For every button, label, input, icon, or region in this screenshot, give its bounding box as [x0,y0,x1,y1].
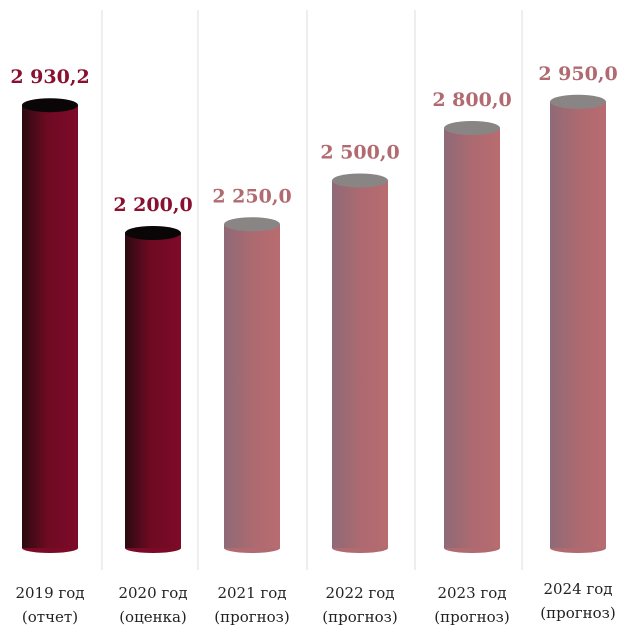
bar-top [22,98,78,113]
bar [224,224,280,548]
x-tick-label: 2022 год [325,584,394,602]
bar [22,105,78,548]
value-label: 2 200,0 [113,194,192,216]
bar-top [550,94,606,109]
x-tick-label: 2024 год [543,580,612,598]
bar-top [444,121,500,135]
value-label: 2 930,2 [10,66,89,88]
separators [101,10,523,570]
x-tick-label: (прогноз) [434,608,509,626]
x-tick-label: 2021 год [217,584,286,602]
x-tick-label: 2023 год [437,584,506,602]
x-tick-label: (прогноз) [322,608,397,626]
x-tick-label: (прогноз) [540,604,615,622]
bar-top [332,173,388,188]
bar-top [224,217,280,232]
value-label: 2 950,0 [538,63,617,85]
x-tick-label: 2019 год [15,584,84,602]
bar [125,233,181,548]
x-tick-label: 2020 год [118,584,187,602]
value-label: 2 800,0 [432,89,511,111]
bar-top [125,226,181,240]
x-tick-label: (оценка) [119,608,187,626]
x-tick-label: (прогноз) [214,608,289,626]
value-label: 2 500,0 [320,142,399,164]
bar [332,180,388,548]
bar [444,128,500,548]
value-label: 2 250,0 [212,185,291,207]
x-tick-label: (отчет) [22,608,78,626]
bar [550,101,606,548]
